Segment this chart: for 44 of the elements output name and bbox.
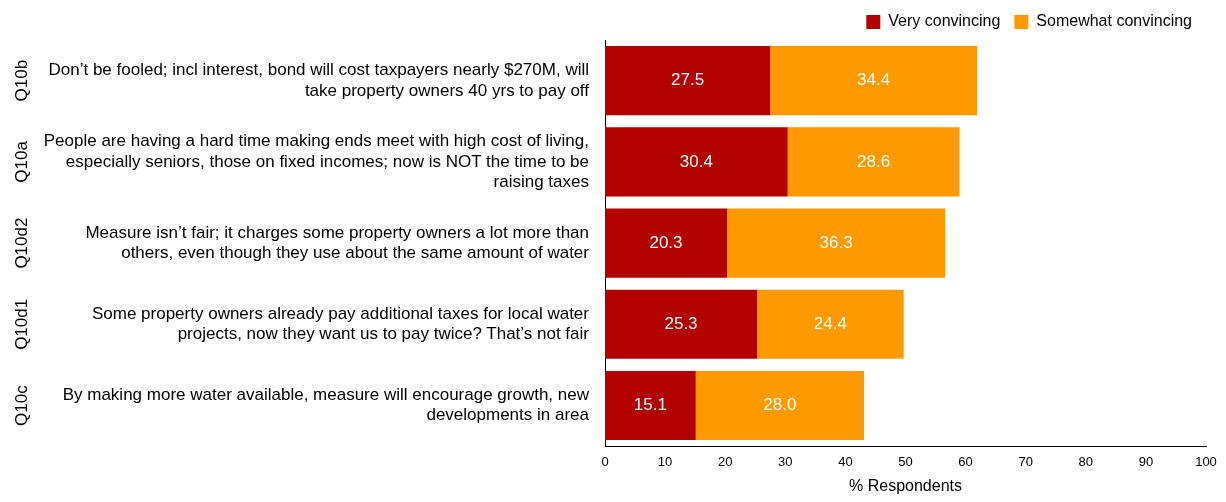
data-label: 25.3 <box>664 314 698 334</box>
x-tick-label: 40 <box>838 453 853 469</box>
x-tick-label: 90 <box>1138 453 1154 469</box>
y-tick-label: People are having a hard time making ends meet with high cost of living, especially seniors, those on fixed incomes; now is NOT the time to be raising taxes <box>43 131 589 191</box>
x-tick-label: 100 <box>1195 453 1217 469</box>
legend-label: Somewhat convincing <box>1036 12 1192 30</box>
y-tick-label: Some property owners already pay additional taxes for local water projects, now they want us to pay twice? That’s not fair <box>91 303 590 344</box>
bar <box>605 46 771 116</box>
x-tick-label: 70 <box>1018 453 1033 469</box>
data-label: 20.3 <box>649 232 683 252</box>
data-label: 34.4 <box>857 70 891 90</box>
data-label: 36.3 <box>819 232 853 252</box>
text: Q10a <box>11 140 31 183</box>
legend-label: Very convincing <box>888 12 1001 30</box>
y-tick-label: Don’t be fooled; incl interest, bond will cost taxpayers nearly $270M, will take property owners 40 yrs to pay off <box>48 60 590 100</box>
bar <box>727 208 946 278</box>
x-tick-label: 50 <box>898 453 913 469</box>
data-label: 27.5 <box>671 70 705 90</box>
text: Q10d2 <box>11 217 31 269</box>
text: Q10b <box>11 59 31 102</box>
bar <box>770 46 978 116</box>
x-tick-label: 0 <box>601 453 609 469</box>
bar <box>757 289 904 359</box>
bar <box>605 208 727 278</box>
data-label: 24.4 <box>813 314 847 334</box>
x-tick-label: 30 <box>778 453 793 469</box>
bar <box>605 371 696 441</box>
data-label: 28.0 <box>763 395 797 415</box>
data-label: 30.4 <box>679 151 713 171</box>
x-tick-label: 20 <box>717 453 733 469</box>
bar <box>787 127 960 197</box>
data-label: 15.1 <box>633 395 667 415</box>
data-label: 28.6 <box>857 151 891 171</box>
text: Q10c <box>11 384 31 426</box>
y-tick-label: Measure isn’t fair; it charges some property owners a lot more than others, even though they use about the same amount of water <box>85 222 590 262</box>
text: Q10d1 <box>11 298 31 350</box>
bar <box>605 127 788 197</box>
y-tick-label: By making more water available, measure will encourage growth, new developments in area <box>62 385 590 425</box>
bar <box>605 289 758 359</box>
x-axis-title: % Respondents <box>849 476 962 494</box>
x-tick-label: 10 <box>657 453 673 469</box>
x-tick-label: 80 <box>1078 453 1094 469</box>
bar <box>695 371 865 441</box>
x-tick-label: 60 <box>958 453 973 469</box>
